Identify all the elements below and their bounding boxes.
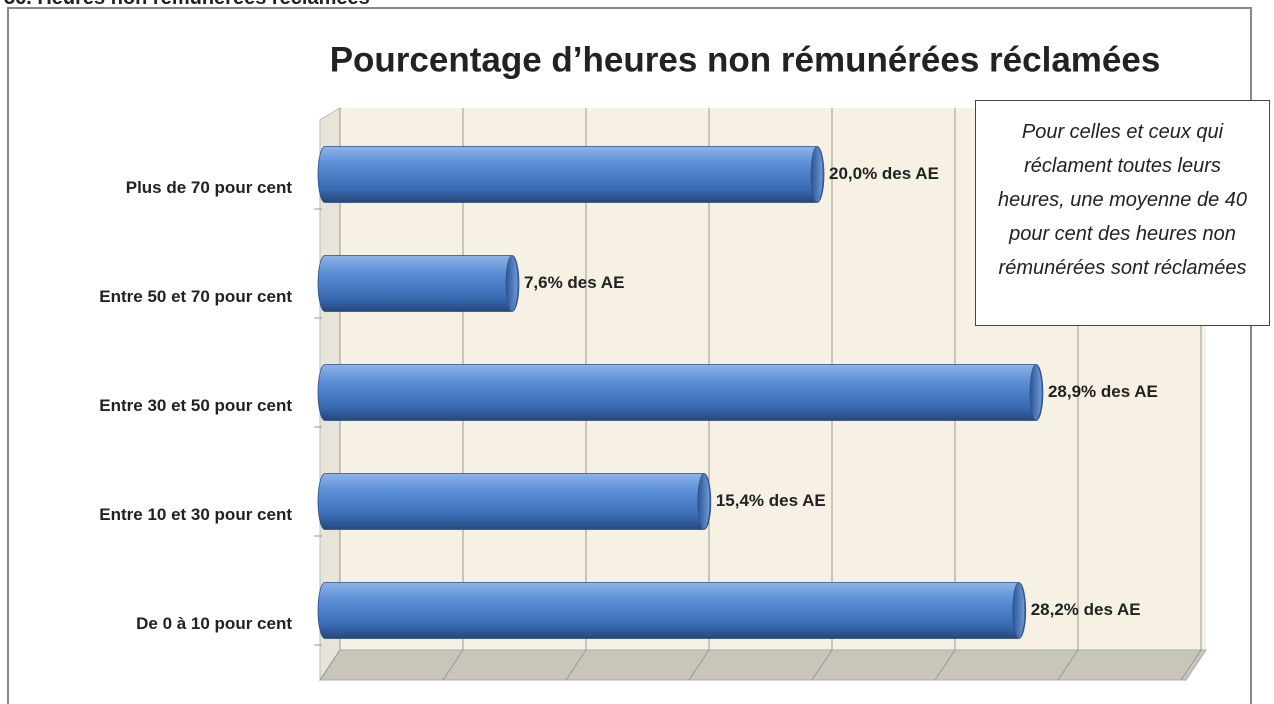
value-label: 15,4% des AE (716, 491, 826, 510)
grid-line (565, 108, 587, 681)
bar (317, 364, 1044, 421)
annotation: Pour celles et ceux qui réclament toutes… (975, 100, 1270, 326)
bar-cap (1029, 364, 1043, 421)
bar-cap (810, 146, 824, 203)
y-tick-label: Entre 10 et 30 pour cent (99, 505, 292, 524)
bar (317, 473, 712, 530)
y-tick-label: Entre 50 et 70 pour cent (99, 287, 292, 306)
bar-cap (697, 473, 711, 530)
y-tick-label: Entre 30 et 50 pour cent (99, 396, 292, 415)
grid-line (811, 108, 833, 681)
value-label: 20,0% des AE (829, 164, 939, 183)
bar (317, 146, 825, 203)
y-tick-label: De 0 à 10 pour cent (136, 614, 292, 633)
heading: 36. Heures non rémunérées réclamées (4, 0, 370, 10)
bar (317, 582, 1027, 639)
grid-line (934, 108, 956, 681)
grid-line (688, 108, 710, 681)
bar (317, 255, 520, 312)
value-label: 28,2% des AE (1031, 600, 1141, 619)
bar-cap (1012, 582, 1026, 639)
value-label: 7,6% des AE (524, 273, 624, 292)
y-tick-label: Plus de 70 pour cent (126, 178, 293, 197)
value-label: 28,9% des AE (1048, 382, 1158, 401)
chart-title: Pourcentage d’heures non rémunérées récl… (330, 40, 1161, 79)
bar-cap (505, 255, 519, 312)
